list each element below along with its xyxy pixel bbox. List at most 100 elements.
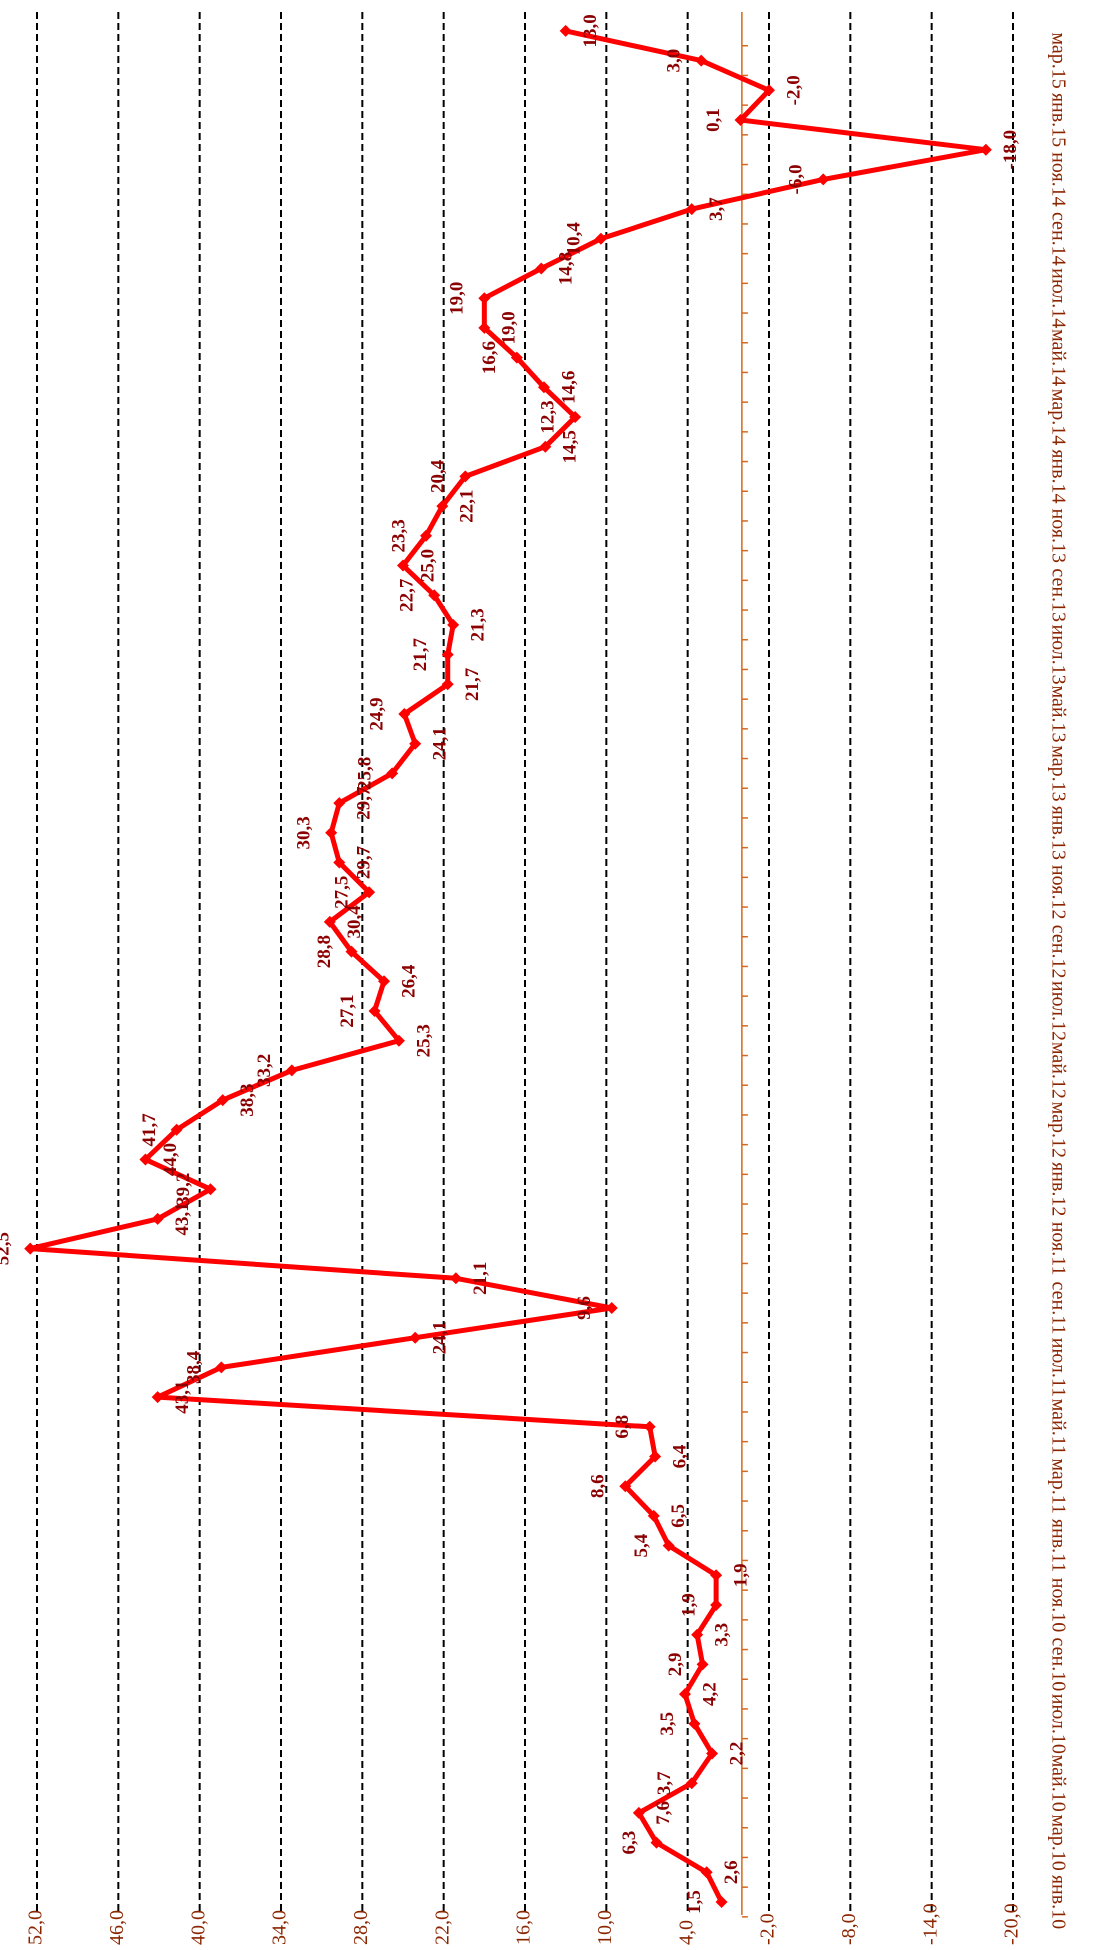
data-point (215, 1361, 228, 1374)
data-point (710, 1599, 723, 1611)
data-label: 27,1 (337, 994, 358, 1027)
x-tick-label: янв.12 (1047, 1162, 1069, 1216)
data-point (678, 1688, 691, 1701)
data-point (594, 232, 607, 245)
data-point (649, 1450, 662, 1463)
data-point (710, 1569, 723, 1582)
x-tick-label: ноя.13 (1047, 509, 1069, 564)
x-tick-label: май.14 (1047, 329, 1069, 386)
y-tick-label: -2,0 (757, 1913, 779, 1945)
data-point (398, 708, 411, 720)
data-label: 2,6 (721, 1860, 742, 1884)
x-tick-label: мар.11 (1047, 1458, 1069, 1514)
y-tick-label: 52,0 (25, 1910, 47, 1945)
data-label: 38,3 (237, 1083, 258, 1116)
data-label: 44,0 (160, 1143, 181, 1176)
data-label: 22,7 (397, 578, 418, 612)
data-label: 43,1 (172, 1202, 193, 1235)
data-label: 29,7 (354, 845, 375, 879)
data-point (662, 1539, 675, 1552)
data-point (510, 351, 523, 364)
x-tick-label: сен.14 (1047, 212, 1069, 266)
data-label: 24,9 (367, 697, 388, 730)
data-point (378, 975, 391, 988)
data-point (436, 500, 449, 513)
x-tick-label: ноя.14 (1047, 152, 1069, 207)
x-tick-label: мар.12 (1047, 1102, 1069, 1158)
data-point (734, 114, 747, 126)
x-tick-label: мар.15 (1047, 32, 1069, 88)
data-label: 26,4 (398, 964, 419, 998)
data-label: 25,3 (413, 1024, 434, 1057)
data-point (537, 381, 550, 394)
data-point (569, 411, 582, 423)
data-label: 14,5 (560, 430, 581, 463)
data-point (478, 321, 491, 334)
data-label: 5,4 (631, 1533, 652, 1557)
data-point (685, 1777, 698, 1790)
data-label: 16,6 (479, 341, 500, 374)
data-label: 6,8 (612, 1415, 633, 1439)
data-point (333, 856, 346, 869)
x-tick-label: янв.11 (1047, 1519, 1069, 1573)
data-label: 2,9 (665, 1653, 686, 1677)
data-label: 27,5 (331, 876, 352, 909)
data-label: 33,2 (254, 1054, 275, 1087)
data-point (333, 797, 346, 810)
x-tick-label: ноя.11 (1047, 1222, 1069, 1276)
data-point (428, 589, 441, 602)
y-tick-label: 16,0 (513, 1910, 535, 1945)
data-line (27, 28, 989, 1904)
data-point (763, 84, 775, 97)
data-point (151, 1391, 164, 1404)
x-tick-label: май.11 (1047, 1399, 1069, 1455)
data-point (559, 24, 572, 37)
data-point (170, 1123, 183, 1136)
data-label: -18,0 (1000, 130, 1021, 170)
x-tick-label: мар.13 (1047, 745, 1069, 801)
data-point (409, 1331, 422, 1344)
data-point (647, 1509, 660, 1522)
data-point (643, 1420, 656, 1433)
data-label: 21,3 (468, 608, 489, 641)
data-label: 25,8 (355, 757, 376, 790)
data-point (685, 203, 698, 216)
data-label: 3,7 (706, 197, 727, 221)
y-tick-label: 10,0 (594, 1910, 616, 1945)
data-label: 41,7 (139, 1113, 160, 1147)
y-tick-label: -14,0 (919, 1903, 941, 1945)
x-tick-label: мар.10 (1047, 1814, 1069, 1870)
data-point (285, 1064, 298, 1077)
data-label: 21,7 (410, 637, 431, 671)
x-tick-label: июл.14 (1047, 268, 1069, 328)
data-label: 19,0 (447, 282, 468, 315)
data-point (478, 292, 491, 305)
data-point (650, 1836, 663, 1849)
data-point (392, 1034, 405, 1047)
x-tick-label: ноя.12 (1047, 865, 1069, 920)
data-point (139, 1153, 152, 1166)
data-label: 23,3 (388, 519, 409, 552)
x-tick-label: май.10 (1047, 1755, 1069, 1812)
data-label: 13,0 (580, 14, 601, 47)
data-label: 0,1 (703, 108, 724, 132)
data-label: 6,3 (619, 1831, 640, 1855)
data-point (397, 559, 409, 572)
data-point (539, 440, 552, 453)
x-tick-label: ноя.10 (1047, 1578, 1069, 1633)
x-tick-label: янв.13 (1047, 806, 1069, 860)
data-label: 22,1 (457, 489, 478, 522)
data-point (363, 886, 376, 899)
data-point (409, 737, 422, 750)
data-point (619, 1480, 632, 1493)
data-point (325, 826, 338, 839)
data-point (420, 529, 433, 542)
data-label: 24,1 (430, 1321, 451, 1354)
data-point (447, 618, 460, 631)
x-tick-label: май.13 (1047, 685, 1069, 742)
data-label: 10,4 (563, 222, 584, 256)
y-tick-label: 4,0 (675, 1920, 697, 1945)
data-point (605, 1302, 618, 1314)
y-tick-label: 46,0 (106, 1910, 128, 1945)
